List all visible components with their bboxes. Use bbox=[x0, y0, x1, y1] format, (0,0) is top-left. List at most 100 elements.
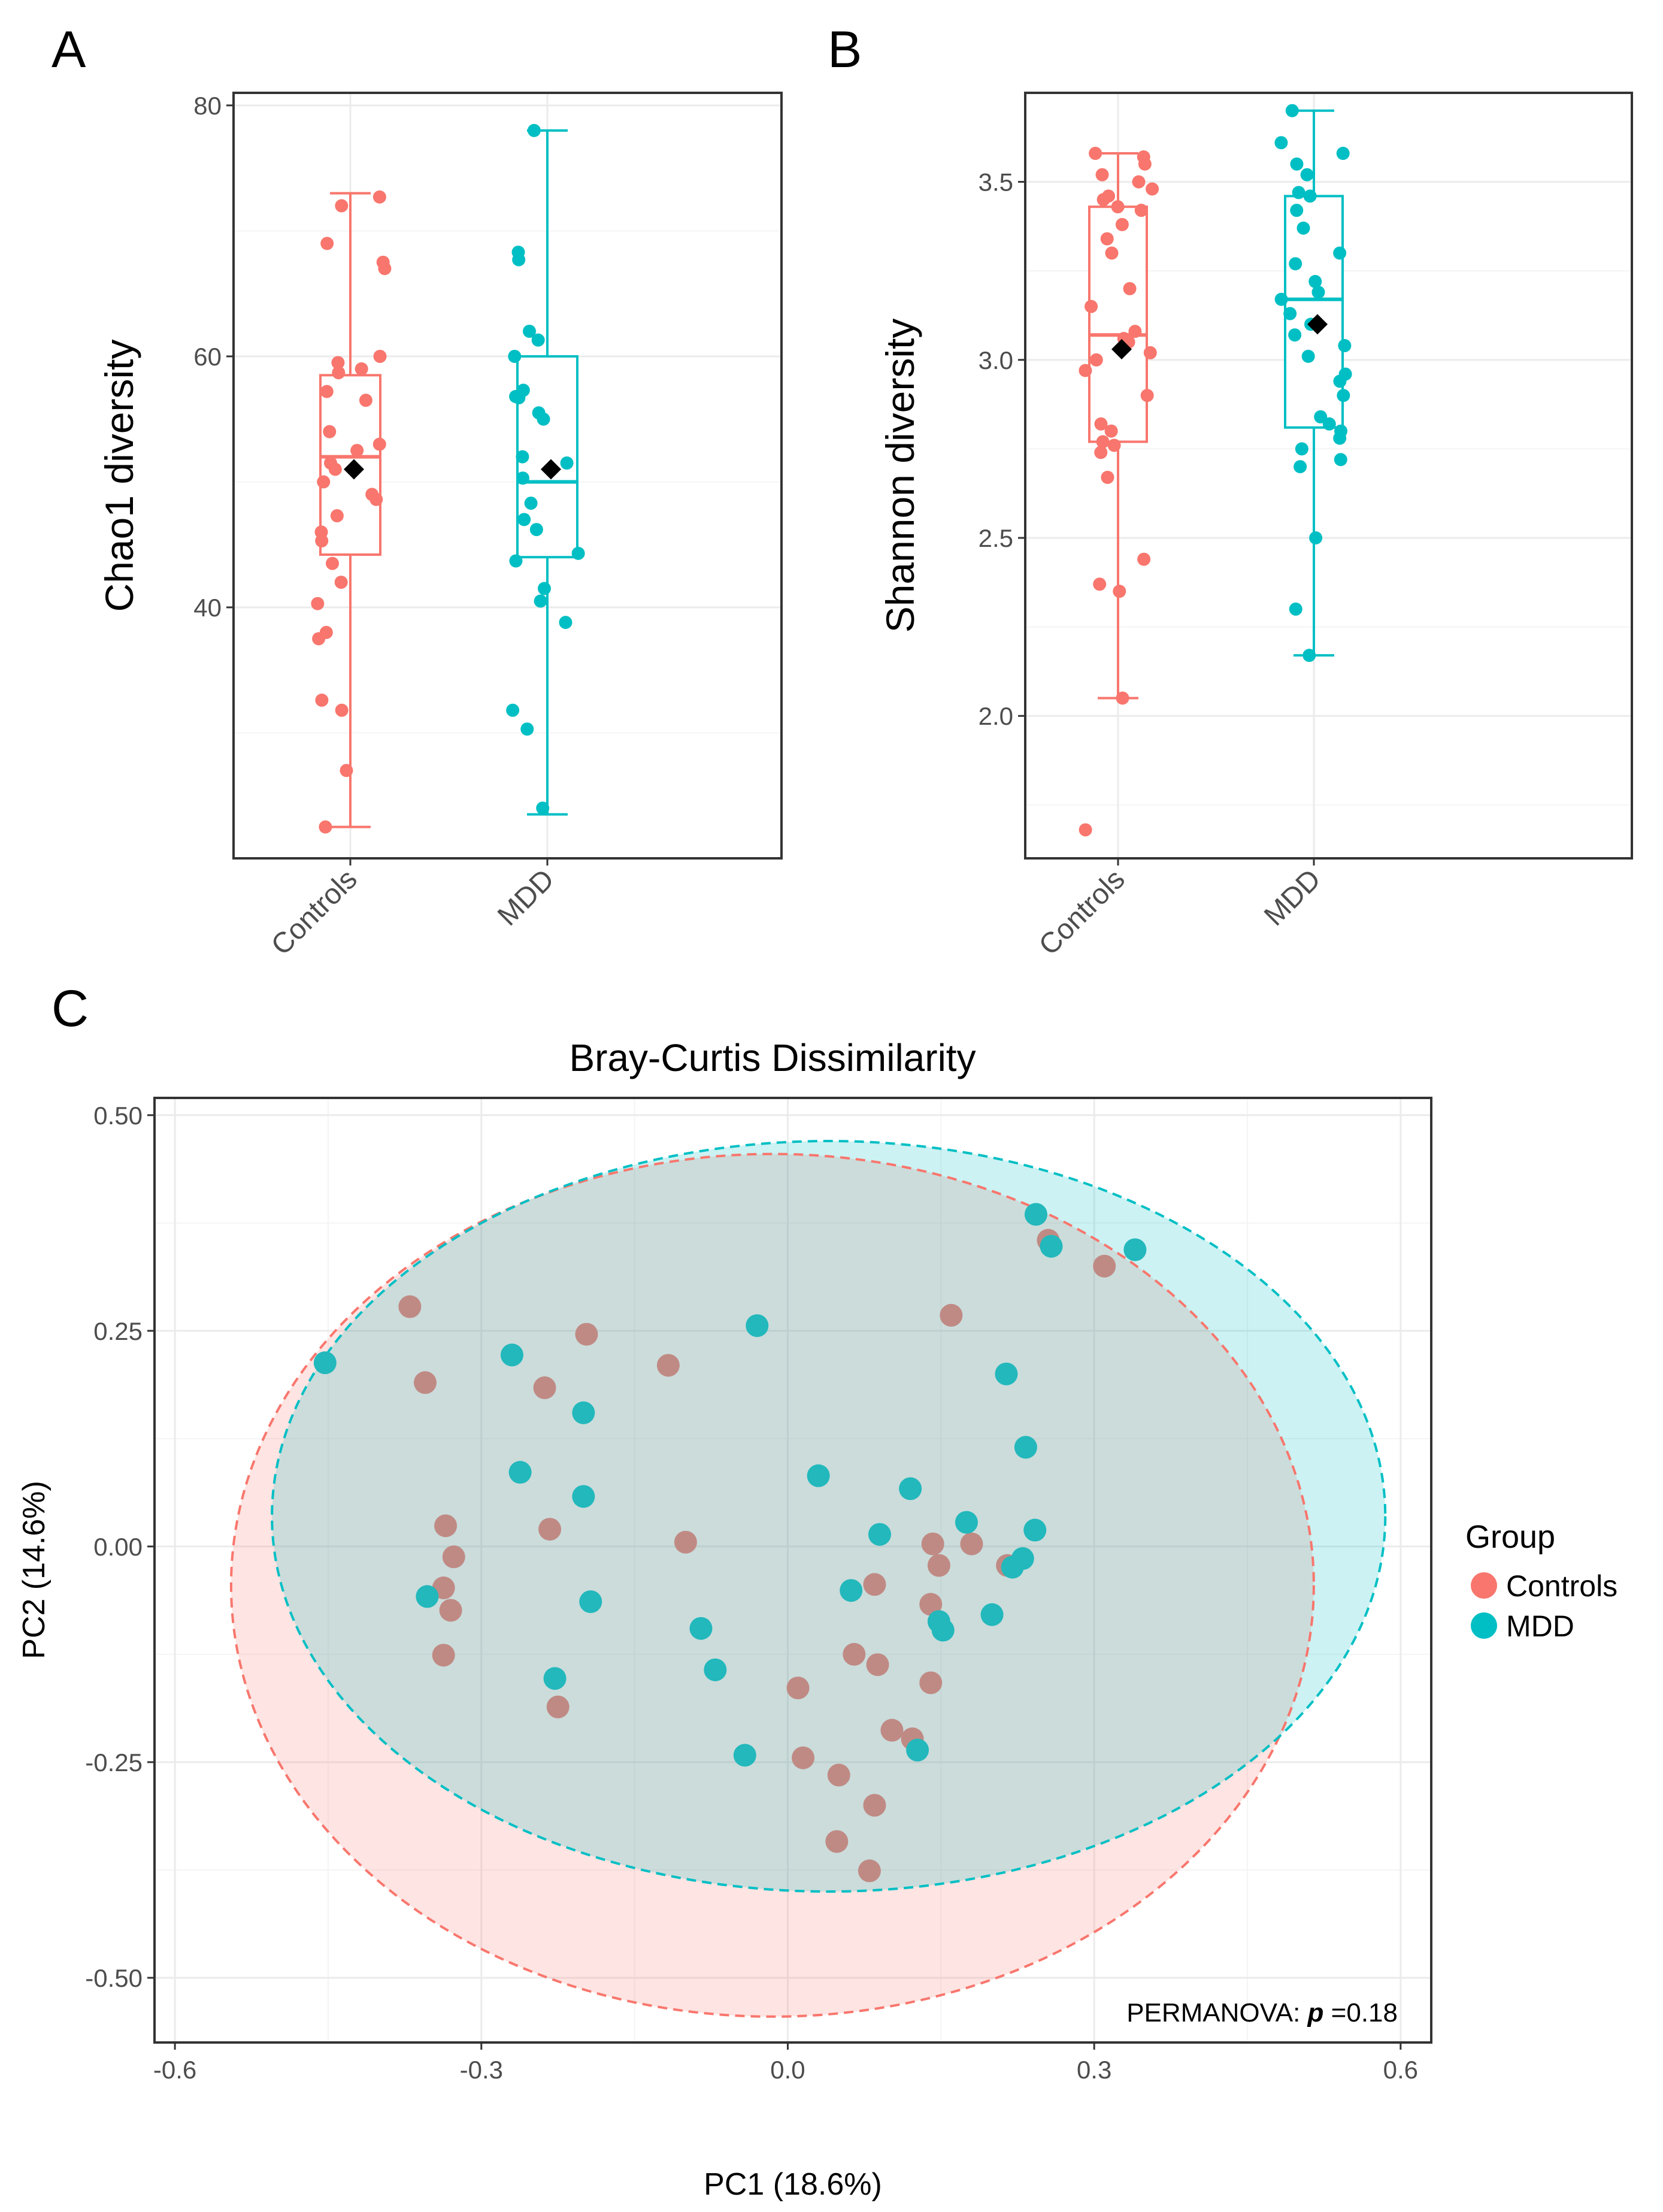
data-point-controls bbox=[921, 1532, 944, 1556]
data-point-controls bbox=[1089, 147, 1102, 161]
x-tick-label: 0.6 bbox=[1383, 2056, 1418, 2084]
data-point-mdd bbox=[313, 1351, 337, 1375]
data-point-controls bbox=[674, 1530, 697, 1554]
confidence-ellipse-fill-controls bbox=[231, 1154, 1314, 2017]
data-point-mdd bbox=[1292, 186, 1305, 199]
data-point-controls bbox=[827, 1763, 850, 1787]
data-point-controls bbox=[331, 356, 345, 370]
data-point-controls bbox=[335, 703, 349, 717]
data-point-controls bbox=[1100, 232, 1114, 246]
data-point-mdd bbox=[571, 546, 585, 560]
panel-c-label: C bbox=[52, 980, 89, 1037]
data-point-mdd bbox=[1333, 431, 1347, 445]
legend-label-controls: Controls bbox=[1506, 1569, 1617, 1603]
data-point-mdd bbox=[1290, 157, 1304, 171]
legend-marker-mdd bbox=[1471, 1612, 1497, 1639]
data-point-controls bbox=[575, 1323, 598, 1346]
panel-c-y-axis-label: PC2 (14.6%) bbox=[17, 1481, 52, 1659]
data-point-controls bbox=[786, 1677, 810, 1700]
data-point-mdd bbox=[899, 1477, 922, 1500]
mean-marker-mdd bbox=[541, 459, 561, 480]
panel-b-frame bbox=[1024, 92, 1633, 860]
data-point-controls bbox=[919, 1671, 943, 1694]
data-point-controls bbox=[1101, 470, 1114, 484]
data-point-mdd bbox=[527, 123, 541, 137]
data-point-mdd bbox=[512, 391, 526, 405]
data-point-mdd bbox=[995, 1362, 1018, 1385]
data-point-controls bbox=[330, 509, 344, 523]
data-point-mdd bbox=[1303, 189, 1317, 203]
data-point-mdd bbox=[1288, 328, 1302, 342]
y-tick-label: 0.00 bbox=[93, 1533, 143, 1561]
data-point-mdd bbox=[746, 1314, 769, 1338]
data-point-mdd bbox=[523, 325, 537, 338]
panel-b-label: B bbox=[828, 21, 862, 78]
data-point-controls bbox=[1146, 182, 1159, 196]
data-point-controls bbox=[1079, 823, 1092, 837]
data-point-mdd bbox=[1295, 442, 1308, 456]
data-point-controls bbox=[656, 1354, 680, 1377]
confidence-ellipse-outline-controls bbox=[229, 1152, 1315, 2018]
data-point-mdd bbox=[1322, 417, 1336, 431]
data-point-controls bbox=[317, 475, 331, 489]
data-point-controls bbox=[378, 262, 392, 276]
data-point-controls bbox=[350, 444, 364, 458]
data-point-controls bbox=[319, 820, 332, 834]
panel-b-y-axis-label: Shannon diversity bbox=[878, 319, 922, 633]
data-point-controls bbox=[792, 1746, 815, 1769]
permanova-prefix: PERMANOVA: bbox=[1126, 1998, 1307, 2028]
data-point-controls bbox=[1094, 417, 1108, 431]
data-point-controls bbox=[1094, 446, 1108, 459]
data-point-mdd bbox=[537, 412, 550, 426]
data-point-mdd bbox=[1337, 389, 1350, 403]
mean-marker-mdd bbox=[1307, 314, 1328, 335]
data-point-controls bbox=[1115, 217, 1129, 231]
data-point-controls bbox=[372, 190, 386, 204]
data-point-mdd bbox=[529, 523, 543, 537]
data-point-controls bbox=[960, 1532, 983, 1556]
data-point-mdd bbox=[1311, 285, 1325, 299]
data-point-mdd bbox=[1301, 349, 1315, 363]
permanova-annotation: PERMANOVA: p =0.18 bbox=[1126, 1998, 1398, 2028]
data-point-mdd bbox=[536, 801, 550, 815]
data-point-mdd bbox=[572, 1401, 595, 1424]
data-point-controls bbox=[1134, 204, 1148, 217]
y-tick-label: 2.5 bbox=[979, 524, 1013, 552]
data-point-controls bbox=[328, 462, 342, 476]
data-point-mdd bbox=[1289, 602, 1302, 616]
data-point-mdd bbox=[1333, 374, 1347, 388]
data-point-mdd bbox=[1285, 104, 1299, 117]
data-point-mdd bbox=[1274, 136, 1288, 150]
data-point-mdd bbox=[733, 1744, 756, 1767]
data-point-mdd bbox=[500, 1343, 523, 1367]
x-tick-label: 0.0 bbox=[770, 2056, 805, 2084]
data-point-mdd bbox=[1338, 339, 1352, 353]
y-tick-label: 60 bbox=[193, 343, 222, 371]
data-point-controls bbox=[533, 1376, 556, 1399]
data-point-mdd bbox=[1336, 147, 1350, 161]
data-point-controls bbox=[434, 1514, 458, 1538]
panel-c-plot-area bbox=[229, 1140, 1387, 2018]
data-point-controls bbox=[825, 1830, 849, 1853]
data-point-mdd bbox=[840, 1579, 863, 1602]
data-point-mdd bbox=[506, 703, 520, 717]
data-point-controls bbox=[1096, 435, 1110, 449]
data-point-mdd bbox=[517, 513, 531, 526]
data-point-mdd bbox=[1123, 1238, 1147, 1261]
data-point-controls bbox=[1113, 585, 1126, 598]
data-point-mdd bbox=[980, 1603, 1004, 1626]
legend-marker-controls bbox=[1471, 1572, 1497, 1599]
data-point-mdd bbox=[508, 349, 522, 363]
data-point-mdd bbox=[579, 1590, 602, 1614]
data-point-controls bbox=[340, 764, 353, 777]
data-point-controls bbox=[546, 1695, 570, 1718]
data-point-mdd bbox=[704, 1658, 727, 1681]
legend-title: Group bbox=[1465, 1519, 1555, 1555]
data-point-mdd bbox=[509, 554, 523, 568]
data-point-mdd bbox=[955, 1511, 978, 1534]
data-point-mdd bbox=[516, 450, 529, 464]
data-point-controls bbox=[1111, 200, 1125, 214]
data-point-mdd bbox=[906, 1738, 929, 1762]
data-point-controls bbox=[334, 576, 348, 589]
